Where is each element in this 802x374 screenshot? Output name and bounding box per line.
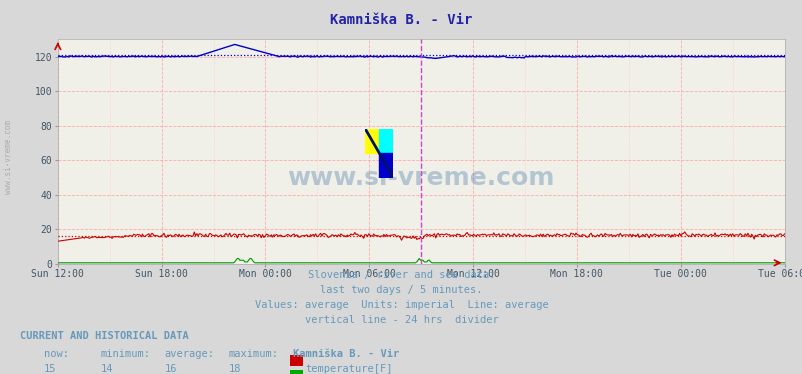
Text: CURRENT AND HISTORICAL DATA: CURRENT AND HISTORICAL DATA	[20, 331, 188, 341]
Text: Kamniška B. - Vir: Kamniška B. - Vir	[330, 13, 472, 27]
Text: 16: 16	[164, 364, 177, 374]
Bar	[365, 129, 379, 153]
Text: last two days / 5 minutes.: last two days / 5 minutes.	[320, 285, 482, 295]
Text: Kamniška B. - Vir: Kamniška B. - Vir	[293, 349, 399, 359]
Text: Values: average  Units: imperial  Line: average: Values: average Units: imperial Line: av…	[254, 300, 548, 310]
Text: 18: 18	[229, 364, 241, 374]
Text: temperature[F]: temperature[F]	[305, 364, 392, 374]
Text: www.si-vreme.com: www.si-vreme.com	[3, 120, 13, 194]
Text: 15: 15	[44, 364, 57, 374]
Text: Slovenia / river and sea data.: Slovenia / river and sea data.	[307, 270, 495, 280]
Bar	[379, 129, 393, 153]
Text: www.si-vreme.com: www.si-vreme.com	[287, 166, 554, 190]
Text: now:: now:	[44, 349, 69, 359]
Text: maximum:: maximum:	[229, 349, 278, 359]
Text: minimum:: minimum:	[100, 349, 150, 359]
Text: 14: 14	[100, 364, 113, 374]
Bar	[379, 153, 393, 178]
Text: average:: average:	[164, 349, 214, 359]
Text: vertical line - 24 hrs  divider: vertical line - 24 hrs divider	[304, 315, 498, 325]
